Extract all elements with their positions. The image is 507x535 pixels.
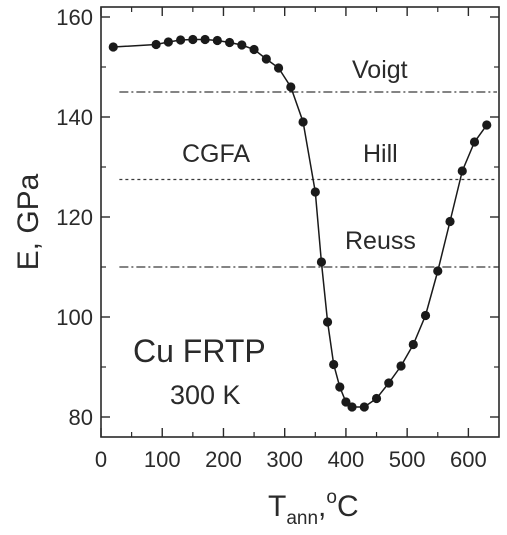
x-tick-label: 300 <box>266 447 303 472</box>
sample-label: Cu FRTP <box>133 333 266 369</box>
voigt-label: Voigt <box>352 56 408 84</box>
y-tick-label: 140 <box>56 105 93 130</box>
x-tick-label: 100 <box>144 447 181 472</box>
data-point <box>322 317 333 327</box>
data-point <box>176 35 186 45</box>
data-point <box>273 63 284 73</box>
data-point <box>335 382 345 392</box>
y-tick-label: 80 <box>69 405 93 430</box>
data-point <box>469 137 480 147</box>
data-point <box>347 402 357 412</box>
x-axis-title-sub: ann <box>286 508 318 529</box>
data-point <box>261 54 271 64</box>
y-tick-label: 100 <box>56 305 93 330</box>
data-point <box>310 187 320 197</box>
y-axis-title: E, GPa <box>12 173 45 270</box>
data-series <box>108 34 492 412</box>
cgfa-label: CGFA <box>182 140 250 168</box>
data-point <box>200 34 210 45</box>
data-point <box>482 120 492 130</box>
data-point <box>286 82 296 92</box>
x-tick-label: 0 <box>95 447 107 472</box>
data-point <box>329 359 339 370</box>
plot-area <box>100 6 500 438</box>
data-point <box>396 361 406 371</box>
x-tick-label: 600 <box>450 447 487 472</box>
y-tick-label: 160 <box>56 5 93 30</box>
data-point <box>457 166 467 176</box>
reuss-label: Reuss <box>345 227 416 255</box>
x-axis-title-comma: , <box>318 490 326 523</box>
data-point <box>408 339 418 350</box>
data-point <box>433 266 443 276</box>
x-tick-label: 500 <box>389 447 426 472</box>
plot-frame <box>100 6 500 438</box>
x-tick-label: 200 <box>205 447 242 472</box>
data-point <box>371 393 382 404</box>
data-point <box>224 37 235 48</box>
x-axis-title: Tann,oC <box>268 487 359 529</box>
x-axis-title-degree: o <box>326 487 337 508</box>
axis-ticks <box>100 7 499 437</box>
x-tick-label: 400 <box>328 447 365 472</box>
data-point <box>151 39 161 50</box>
x-tick-labels: 0 100 200 300 400 500 600 <box>95 447 487 472</box>
data-point <box>384 378 394 388</box>
data-point <box>316 257 327 267</box>
data-point <box>298 117 308 127</box>
hill-label: Hill <box>363 140 398 168</box>
reference-lines <box>119 91 497 268</box>
data-point <box>445 216 455 227</box>
data-point <box>359 402 369 412</box>
data-point <box>108 42 118 52</box>
x-axis-title-unit: C <box>337 490 359 523</box>
data-point <box>420 310 431 321</box>
temperature-label: 300 K <box>170 380 241 410</box>
y-tick-labels: 80 100 120 140 160 <box>56 5 93 430</box>
y-tick-label: 120 <box>56 205 93 230</box>
x-axis-title-main: T <box>268 490 286 523</box>
data-point <box>163 37 173 47</box>
data-point <box>237 40 247 50</box>
data-point <box>249 44 259 55</box>
data-point <box>212 35 222 46</box>
data-point <box>341 397 351 407</box>
data-point <box>188 34 198 45</box>
